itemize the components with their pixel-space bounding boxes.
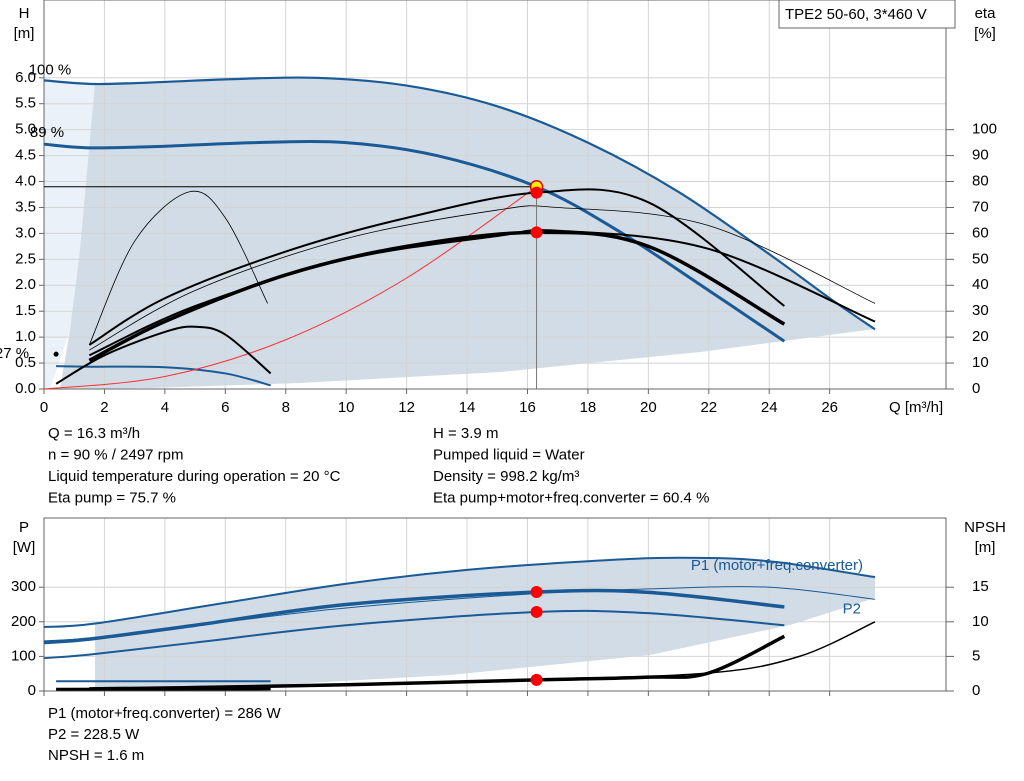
x-tick-label: 20 [640,399,657,416]
y2-tick-label: 40 [972,276,989,293]
info-text: P2 = 228.5 W [48,726,140,743]
curve-label: P2 [843,600,861,617]
plot-frame [43,517,947,692]
operating-point [530,226,543,239]
y2-tick-label: 60 [972,224,989,241]
curve [55,325,272,385]
y-tick-label: 5.5 [15,95,36,112]
y-tick-label: 1.0 [15,328,36,345]
y2-axis-label: [m] [975,539,996,556]
x-tick-label: 26 [821,399,838,416]
curve [43,76,876,331]
operating-area [95,558,875,688]
curve [88,230,786,363]
x-tick-label: 16 [519,399,536,416]
info-text: H = 3.9 m [433,425,498,442]
info-text: Density = 998.2 kg/m³ [433,468,579,485]
curve [89,621,876,690]
y-tick-label: 200 [11,613,36,630]
y2-axis-label: eta [975,5,997,22]
y2-axis-label: [%] [974,25,996,42]
curve [88,190,268,346]
x-tick-label: 2 [100,399,108,416]
y2-tick-label: 20 [972,328,989,345]
y2-tick-label: 90 [972,147,989,164]
info-text: P1 (motor+freq.converter) = 286 W [48,705,281,722]
curve-label: 27 % [0,345,29,362]
y2-tick-label: 0 [972,380,980,397]
operating-point [530,605,543,618]
x-tick-label: 0 [40,399,48,416]
y2-tick-label: 70 [972,198,989,215]
x-tick-label: 14 [459,399,476,416]
curve-label-dot [53,351,59,357]
curve [43,186,537,390]
operating-point [530,673,543,686]
y2-tick-label: 5 [972,647,980,664]
y-tick-label: 3.5 [15,198,36,215]
y-tick-label: 0.0 [15,380,36,397]
info-text: NPSH = 1.6 m [48,747,144,764]
y2-tick-label: 100 [972,121,997,138]
y-tick-label: 2.0 [15,276,36,293]
curve-label: P1 (motor+freq.converter) [691,557,863,574]
title-box [778,0,956,29]
x-tick-label: 12 [398,399,415,416]
curve [43,588,785,645]
y-tick-label: 0 [28,682,36,699]
y-tick-label: 3.0 [15,224,36,241]
curve-label: 100 % [29,61,72,78]
y-tick-label: 300 [11,578,36,595]
x-tick-label: 8 [282,399,290,416]
x-tick-label: 10 [338,399,355,416]
y2-tick-label: 0 [972,682,980,699]
y2-axis-label: NPSH [964,519,1006,536]
curve [43,609,785,660]
curve [43,556,876,628]
operating-point [530,186,543,199]
y-tick-label: 4.0 [15,173,36,190]
info-text: Pumped liquid = Water [433,446,585,463]
curve [88,229,876,357]
y-axis-label: P [19,519,29,536]
operating-area-light [44,80,95,389]
y-tick-label: 100 [11,647,36,664]
y-axis-label: [W] [13,539,36,556]
chart-title: TPE2 50-60, 3*460 V [785,6,927,23]
curve [43,140,786,343]
curve [88,188,785,346]
y-tick-label: 0.5 [15,354,36,371]
y-axis-label: H [19,5,30,22]
info-text: Liquid temperature during operation = 20… [48,468,341,485]
x-tick-label: 6 [221,399,229,416]
x-axis-label: Q [m³/h] [889,399,943,416]
curve [56,365,271,387]
x-tick-label: 4 [161,399,169,416]
x-tick-label: 22 [700,399,717,416]
x-tick-label: 18 [580,399,597,416]
y-tick-label: 4.5 [15,147,36,164]
curve [89,205,876,351]
plot-frame [43,0,947,390]
info-text: n = 90 % / 2497 rpm [48,446,184,463]
y2-tick-label: 50 [972,250,989,267]
info-text: Eta pump = 75.7 % [48,489,176,506]
y2-tick-label: 10 [972,613,989,630]
y2-tick-label: 15 [972,578,989,595]
y2-tick-label: 10 [972,354,989,371]
operating-point [530,586,543,599]
info-text: Q = 16.3 m³/h [48,425,140,442]
y2-tick-label: 80 [972,173,989,190]
y-tick-label: 2.5 [15,250,36,267]
info-text: Eta pump+motor+freq.converter = 60.4 % [433,489,709,506]
y-tick-label: 1.5 [15,302,36,319]
y-tick-label: 5.0 [15,121,36,138]
x-tick-label: 24 [761,399,778,416]
y-tick-label: 6.0 [15,69,36,86]
y-axis-label: [m] [14,25,35,42]
curve-label: 89 % [30,124,64,141]
y2-tick-label: 30 [972,302,989,319]
